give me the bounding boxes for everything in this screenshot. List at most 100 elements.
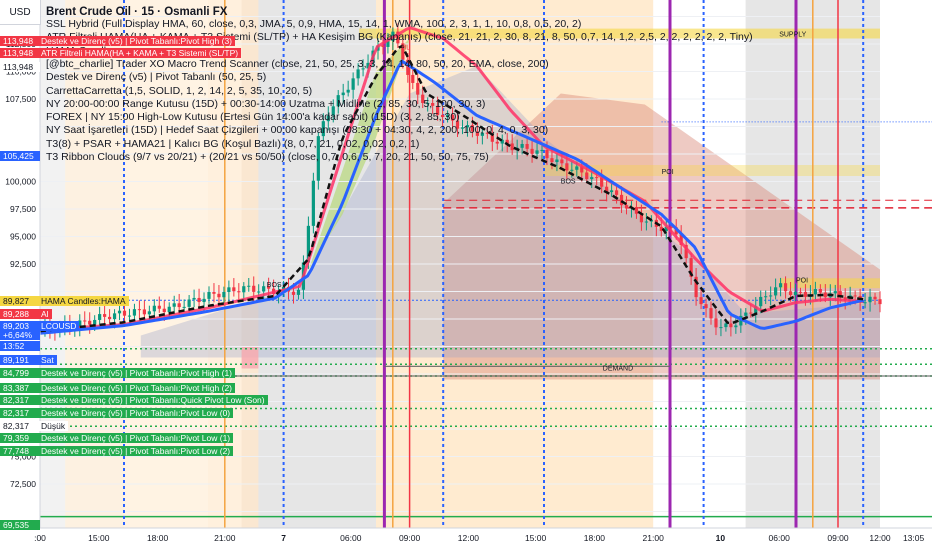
price-scale-label[interactable]: 89,827 HAMA Candles:HAMA	[0, 296, 129, 306]
candle-body	[724, 323, 728, 328]
candle-body	[436, 105, 440, 115]
price-scale-label[interactable]: 89,288 Al	[0, 309, 52, 319]
candle-body	[127, 315, 132, 317]
candle-body	[595, 177, 599, 179]
candle-body	[152, 305, 156, 312]
candle-body	[137, 309, 142, 311]
price-scale-label[interactable]: 82,317 Düşük	[0, 421, 69, 431]
candle-body	[396, 31, 400, 44]
price-value: 82,317	[3, 408, 29, 418]
candle-body	[182, 306, 186, 308]
indicator-legend-item[interactable]: NY Saat İşaretleri (15D) | Hedef Saat Çi…	[46, 124, 549, 137]
x-tick-label: 7	[281, 533, 286, 543]
time-axis-bg	[0, 528, 932, 550]
candle-body	[520, 143, 524, 148]
candle-body	[167, 306, 171, 313]
candle-body	[774, 287, 778, 296]
candle-body	[217, 293, 221, 298]
candle-body	[759, 296, 763, 307]
candle-body	[609, 190, 614, 193]
indicator-legend-item[interactable]: NY 20:00-00:00 Range Kutusu (15D) + 00:3…	[46, 97, 486, 110]
price-scale-label[interactable]: 105,425	[0, 151, 40, 161]
price-scale-label[interactable]: 113,948	[0, 62, 40, 72]
y-tick-label: 92,500	[10, 259, 36, 269]
candle-body	[98, 314, 102, 320]
candle-body	[868, 296, 872, 303]
candle-body	[426, 103, 430, 105]
candle-body	[575, 166, 579, 170]
price-scale-label[interactable]: +6,64%	[0, 330, 40, 340]
candle-body	[172, 303, 176, 307]
red-hma-line	[39, 26, 864, 332]
candle-body	[242, 286, 246, 293]
annotation-label: POI	[796, 278, 808, 285]
candle-body	[252, 285, 256, 292]
candle-body	[590, 177, 594, 180]
candle-body	[212, 292, 216, 294]
candle-body	[93, 319, 97, 325]
price-scale-label[interactable]: 82,317 Destek ve Direnç (v5) | Pivot Taba…	[0, 408, 234, 418]
x-tick-label: 21:00	[214, 533, 236, 543]
currency-label[interactable]: USD	[0, 0, 41, 25]
candle-body	[580, 166, 584, 173]
x-tick-label: 06:00	[340, 533, 362, 543]
price-value: 82,317	[3, 421, 29, 431]
indicator-legend-item[interactable]: Destek ve Direnç (v5) | Pivot Tabanlı (5…	[46, 71, 267, 84]
candle-body	[386, 40, 390, 47]
price-value: 79,359	[3, 433, 29, 443]
price-scale-label[interactable]: 82,317 Destek ve Direnç (v5) | Pivot Taba…	[0, 395, 268, 405]
symbol-title[interactable]: Brent Crude Oil · 15 · Osmanli FX	[46, 6, 228, 18]
indicator-legend-item[interactable]: [@btc_charlie] Trader XO Macro Trend Sca…	[46, 57, 549, 70]
price-label-text: ATR Filtreli HAMA(HA + KAMA + T3 Sistemi…	[41, 48, 239, 58]
price-value: 89,288	[3, 309, 29, 319]
annotation-label: POI	[662, 169, 674, 176]
candle-body	[719, 327, 723, 329]
candle-body	[311, 180, 315, 226]
candle-body	[729, 323, 733, 328]
candle-body	[778, 283, 783, 288]
price-label-text: Düşük	[41, 421, 66, 431]
price-value: 77,748	[3, 446, 29, 456]
price-scale-label[interactable]: 69,535	[0, 520, 40, 530]
price-value: 113,948	[3, 48, 34, 58]
candle-body	[366, 62, 370, 69]
price-value: 13:52	[3, 341, 25, 351]
candle-body	[267, 286, 271, 289]
price-scale-label[interactable]: 79,359 Destek ve Direnç (v5) | Pivot Taba…	[0, 433, 234, 443]
price-label-text: Destek ve Direnç (v5) | Pivot Tabanlı:Pi…	[41, 408, 231, 418]
candle-body	[112, 313, 117, 320]
candle-body	[500, 139, 504, 144]
candle-body	[769, 295, 773, 297]
candle-body	[470, 125, 475, 132]
candle-body	[619, 194, 624, 206]
candle-body	[600, 177, 604, 187]
candle-body	[843, 297, 847, 301]
price-scale-label[interactable]: 84,799 Destek ve Direnç (v5) | Pivot Taba…	[0, 368, 236, 378]
candle-body	[202, 298, 206, 303]
price-scale-label[interactable]: 83,387 Destek ve Direnç (v5) | Pivot Taba…	[0, 383, 236, 393]
price-scale-label[interactable]: 113,948 ATR Filtreli HAMA(HA + KAMA + T3 …	[0, 48, 242, 58]
price-scale-label[interactable]: 89,203 LCOUSD	[0, 321, 80, 331]
candle-body	[644, 221, 648, 223]
candle-body	[465, 125, 470, 128]
candle-body	[117, 310, 122, 314]
indicator-legend-item[interactable]: FOREX | NY 15:00 High-Low Kutusu (Ertesi…	[46, 111, 460, 124]
candle-body	[83, 320, 87, 322]
candle-body	[460, 127, 465, 129]
candle-body	[485, 132, 489, 134]
price-scale-label[interactable]: 89,191 Sat	[0, 355, 57, 365]
y-tick-label: 95,000	[10, 232, 36, 242]
indicator-legend-item[interactable]: T3(8) + PSAR + HAMA21 | Kalıcı BG (Koşul…	[46, 137, 420, 150]
price-scale-label[interactable]: 77,748 Destek ve Direnç (v5) | Pivot Taba…	[0, 446, 234, 456]
price-scale-label[interactable]: 13:52	[0, 341, 40, 351]
poi-zone-lower	[779, 278, 880, 289]
indicator-legend-item[interactable]: SSL Hybrid (Full Display HMA, 60, close,…	[46, 18, 582, 30]
indicator-legend-item[interactable]: T3 Ribbon Clouds (9/7 vs 20/21) + (20/21…	[46, 151, 489, 163]
candle-body	[803, 291, 808, 297]
indicator-legend-item[interactable]: CarrettaCarretta (1,5, SOLID, 1, 2, 14, …	[46, 84, 313, 97]
candle-body	[455, 120, 460, 129]
price-scale-label[interactable]: 113,948 Destek ve Direnç (v5) | Pivot Tab…	[0, 36, 236, 46]
candle-body	[416, 82, 420, 95]
candle-body	[361, 68, 365, 70]
